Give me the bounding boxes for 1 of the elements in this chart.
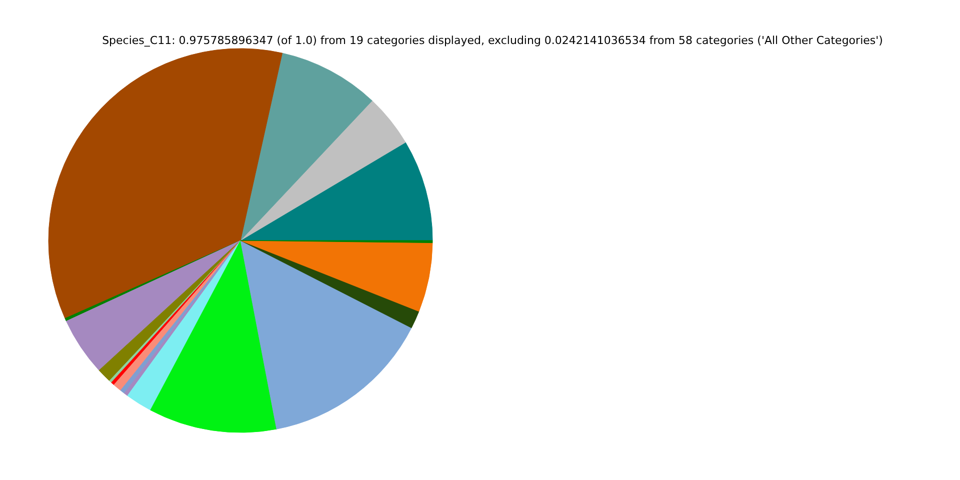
text: Species_C11: 0.975785896347 (of 1.0) from 19 categories displayed, excluding 0.0242141036534 from 58 categories ('All Other Categories') [102, 34, 883, 47]
